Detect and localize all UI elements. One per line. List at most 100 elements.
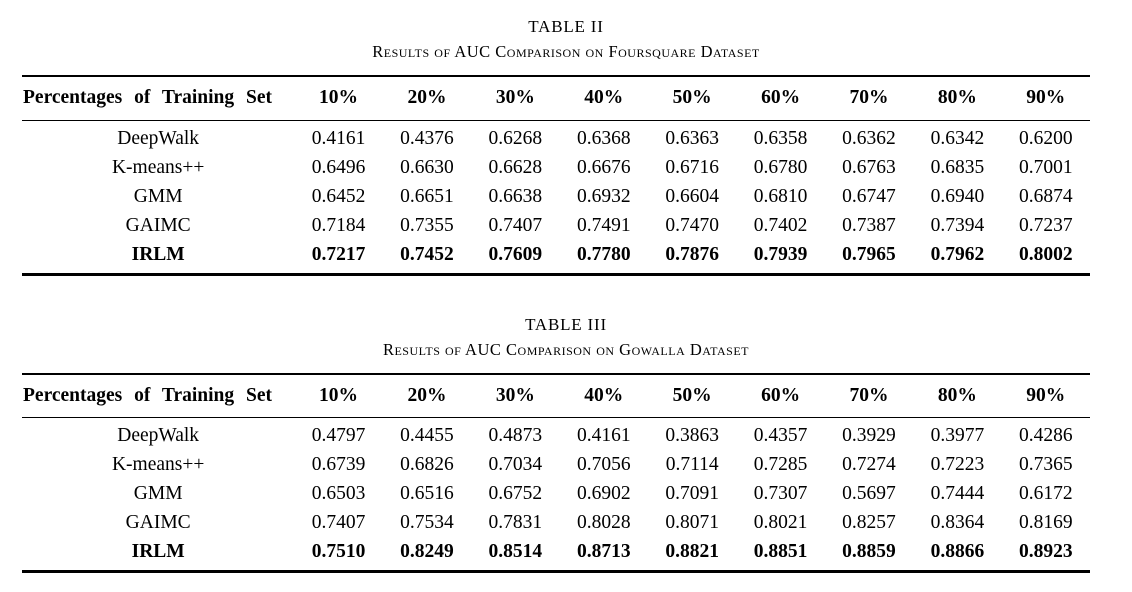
value-cell: 0.8514 — [488, 541, 543, 563]
col-header-percentage: 50% — [647, 76, 737, 121]
value-cell: 0.6739 — [311, 454, 366, 476]
col-header-percentage: 20% — [382, 76, 472, 121]
value-cell: 0.7091 — [665, 483, 719, 505]
value-cell: 0.4161 — [311, 127, 366, 149]
col-header-percentage: 40% — [559, 373, 648, 419]
table-row-k-means-: K-means++ 0.6496 0.6630 0.6628 0.6676 0.6716 0… — [22, 153, 1090, 182]
value-cell: 0.7780 — [576, 243, 631, 265]
value-cell: 0.7939 — [753, 243, 808, 265]
method-cell: GAIMC — [125, 512, 191, 534]
value-cell: 0.6810 — [753, 185, 808, 207]
value-cell: 0.7274 — [842, 454, 896, 476]
method-cell: DeepWalk — [117, 127, 200, 149]
paper-page: TABLE II Results of AUC Comparison on Fo… — [0, 17, 1132, 574]
value-cell: 0.6902 — [576, 483, 631, 505]
value-cell: 0.7534 — [400, 512, 454, 534]
value-cell: 0.8821 — [665, 541, 719, 563]
value-cell: 0.6604 — [665, 185, 719, 207]
value-cell: 0.5697 — [842, 483, 896, 505]
value-cell: 0.7470 — [665, 214, 719, 236]
value-cell: 0.6874 — [1018, 185, 1073, 207]
value-cell: 0.3929 — [842, 425, 896, 447]
value-cell: 0.7365 — [1018, 454, 1073, 476]
value-cell: 0.8859 — [842, 541, 896, 563]
table-row-gmm: GMM 0.6452 0.6651 0.6638 0.6932 0.6604 0.6810 0… — [22, 182, 1090, 211]
value-cell: 0.4797 — [311, 425, 366, 447]
value-cell: 0.7609 — [488, 243, 543, 265]
value-cell: 0.8866 — [930, 541, 985, 563]
value-cell: 0.8713 — [576, 541, 631, 563]
value-cell: 0.7237 — [1018, 214, 1073, 236]
value-cell: 0.3863 — [665, 425, 719, 447]
value-cell: 0.6268 — [488, 127, 543, 149]
col-header-percentage: 90% — [1001, 76, 1090, 121]
col-header-percentage: 20% — [382, 373, 472, 419]
table-row-gaimc: GAIMC 0.7407 0.7534 0.7831 0.8028 0.8071 0.802… — [22, 508, 1090, 537]
value-cell: 0.7965 — [842, 243, 896, 265]
value-cell: 0.7407 — [311, 512, 366, 534]
auc-table-foursquare: Percentages of Training Set 10% 20% 30% 40% 5… — [22, 75, 1090, 276]
value-cell: 0.6835 — [930, 156, 985, 178]
header-row: Percentages of Training Set 10% 20% 30% 40% 5… — [22, 76, 1090, 121]
col-header-percentage: 80% — [913, 76, 1002, 121]
table-row-deepwalk: DeepWalk 0.4797 0.4455 0.4873 0.4161 0.3863 0.… — [22, 418, 1090, 451]
value-cell: 0.4873 — [488, 425, 543, 447]
value-cell: 0.8364 — [930, 512, 985, 534]
table-row-irlm: IRLM 0.7510 0.8249 0.8514 0.8713 0.8821 0.8851… — [22, 537, 1090, 572]
col-header-percentage: 60% — [736, 76, 825, 121]
value-cell: 0.7217 — [311, 243, 366, 265]
value-cell: 0.6200 — [1018, 127, 1073, 149]
value-cell: 0.8923 — [1018, 541, 1073, 563]
col-header-percentage: 50% — [647, 373, 737, 419]
value-cell: 0.4455 — [400, 425, 454, 447]
value-cell: 0.6940 — [930, 185, 985, 207]
method-cell: GAIMC — [125, 214, 191, 236]
table-iii-caption: Results of AUC Comparison on Gowalla Dat… — [382, 340, 750, 360]
value-cell: 0.7407 — [488, 214, 543, 236]
value-cell: 0.6638 — [488, 185, 543, 207]
value-cell: 0.7876 — [665, 243, 719, 265]
col-header-training-set: Percentages of Training Set — [22, 76, 295, 121]
value-cell: 0.6752 — [488, 483, 543, 505]
method-cell: K-means++ — [111, 156, 205, 178]
value-cell: 0.7034 — [488, 454, 543, 476]
col-header-percentage: 30% — [471, 373, 560, 419]
value-cell: 0.6342 — [930, 127, 985, 149]
table-ii-label: TABLE II — [528, 17, 604, 36]
table-row-gmm: GMM 0.6503 0.6516 0.6752 0.6902 0.7091 0.7307 0… — [22, 479, 1090, 508]
value-cell: 0.7491 — [576, 214, 631, 236]
value-cell: 0.6628 — [488, 156, 543, 178]
value-cell: 0.8249 — [400, 541, 454, 563]
value-cell: 0.6747 — [842, 185, 896, 207]
value-cell: 0.7223 — [930, 454, 985, 476]
col-header-percentage: 40% — [559, 76, 648, 121]
auc-table-gowalla: Percentages of Training Set 10% 20% 30% 40% 5… — [22, 372, 1090, 574]
value-cell: 0.6503 — [311, 483, 366, 505]
value-cell: 0.7285 — [753, 454, 808, 476]
value-cell: 0.7444 — [930, 483, 985, 505]
table-row-deepwalk: DeepWalk 0.4161 0.4376 0.6268 0.6368 0.6363 0.… — [22, 120, 1090, 153]
value-cell: 0.7452 — [400, 243, 454, 265]
value-cell: 0.6516 — [400, 483, 454, 505]
value-cell: 0.3977 — [930, 425, 985, 447]
method-cell: GMM — [133, 185, 183, 207]
value-cell: 0.6932 — [576, 185, 631, 207]
value-cell: 0.6368 — [576, 127, 631, 149]
value-cell: 0.7394 — [930, 214, 985, 236]
method-cell: IRLM — [131, 541, 185, 563]
col-header-percentage: 80% — [913, 373, 1002, 419]
value-cell: 0.6676 — [576, 156, 631, 178]
table-ii-section: TABLE II Results of AUC Comparison on Fo… — [0, 17, 1132, 276]
value-cell: 0.7387 — [842, 214, 896, 236]
method-cell: DeepWalk — [117, 425, 200, 447]
method-cell: GMM — [133, 483, 183, 505]
method-cell: K-means++ — [111, 454, 205, 476]
value-cell: 0.7962 — [930, 243, 985, 265]
value-cell: 0.6452 — [311, 185, 366, 207]
value-cell: 0.6651 — [400, 185, 454, 207]
col-header-percentage: 60% — [736, 373, 825, 419]
value-cell: 0.7307 — [753, 483, 808, 505]
value-cell: 0.7184 — [311, 214, 366, 236]
value-cell: 0.6496 — [311, 156, 366, 178]
value-cell: 0.7114 — [665, 454, 719, 476]
